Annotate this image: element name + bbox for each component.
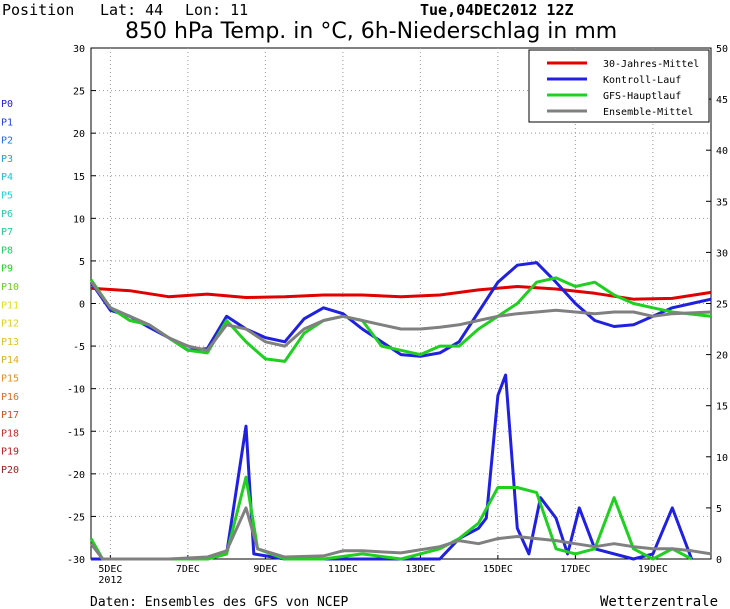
- lat-label: Lat: 44: [100, 1, 163, 19]
- x-axis-tick-label: 9DEC: [253, 564, 277, 575]
- member-label: P7: [1, 227, 13, 238]
- right-axis-tick-label: 15: [716, 402, 728, 413]
- member-label: P20: [1, 465, 19, 476]
- left-axis-tick-label: -30: [67, 555, 85, 566]
- position-label: Position: [2, 1, 74, 19]
- left-axis-tick-label: 10: [73, 214, 85, 225]
- right-axis-tick-label: 35: [716, 197, 728, 208]
- right-axis-tick-label: 30: [716, 248, 728, 259]
- series-line-30-jahres-mittel: [90, 285, 712, 301]
- chart-title: 850 hPa Temp. in °C, 6h-Niederschlag in …: [125, 19, 617, 44]
- member-label: P13: [1, 337, 19, 348]
- x-axis-tick-label: 11DEC: [328, 564, 358, 575]
- series-lines: [89, 261, 712, 561]
- member-label: P11: [1, 300, 19, 311]
- left-axis-tick-label: 30: [73, 44, 85, 55]
- x-axis-tick-label: 13DEC: [405, 564, 435, 575]
- data-source: Daten: Ensembles des GFS von NCEP: [90, 595, 348, 609]
- member-label: P12: [1, 319, 19, 330]
- right-axis-tick-label: 0: [716, 555, 722, 566]
- left-axis-tick-label: 20: [73, 129, 85, 140]
- left-axis-tick-label: 5: [79, 257, 85, 268]
- brand-label: Wetterzentrale: [600, 594, 718, 609]
- right-axis-tick-label: 20: [716, 351, 728, 362]
- date-label: Tue,04DEC2012 12Z: [420, 1, 574, 19]
- legend-label: GFS-Hauptlauf: [603, 91, 681, 102]
- x-axis-tick-label: 19DEC: [638, 564, 668, 575]
- left-axis-tick-label: 25: [73, 87, 85, 98]
- series-line-kontroll-lauf-niederschlag: [91, 373, 694, 561]
- legend-label: 30-Jahres-Mittel: [603, 59, 699, 70]
- member-label: P6: [1, 209, 13, 220]
- member-label: P0: [1, 99, 13, 110]
- x-axis-tick-label: 7DEC: [176, 564, 200, 575]
- x-axis-tick-label: 17DEC: [560, 564, 590, 575]
- series-line-ensemble-mittel: [89, 280, 712, 352]
- left-axis-tick-label: 15: [73, 172, 85, 183]
- right-axis-tick-label: 40: [716, 146, 728, 157]
- right-axis-tick-label: 10: [716, 453, 728, 464]
- left-axis-tick-label: -20: [67, 470, 85, 481]
- member-label: P9: [1, 264, 13, 275]
- member-label: P4: [1, 172, 13, 183]
- left-axis-temperature: -30 -25 -20 -15 -10 -5 0 5 10 15 20 25 30: [67, 44, 96, 566]
- member-label: P19: [1, 447, 19, 458]
- member-label: P15: [1, 374, 19, 385]
- right-axis-tick-label: 50: [716, 44, 728, 55]
- legend-label: Kontroll-Lauf: [603, 75, 681, 86]
- left-axis-tick-label: -5: [73, 342, 85, 353]
- member-label: P14: [1, 355, 19, 366]
- x-axis-tick-label: 5DEC: [98, 564, 122, 575]
- member-label: P18: [1, 428, 19, 439]
- member-label: P5: [1, 191, 13, 202]
- x-axis-tick-label: 15DEC: [483, 564, 513, 575]
- member-label: P17: [1, 410, 19, 421]
- right-axis-tick-label: 5: [716, 504, 722, 515]
- x-axis-year-label: 2012: [98, 575, 122, 586]
- right-axis-tick-label: 25: [716, 300, 728, 311]
- left-axis-tick-label: -10: [67, 385, 85, 396]
- series-line-ensemble-mittel-niederschlag: [89, 506, 712, 561]
- member-label: P3: [1, 154, 13, 165]
- member-label: P1: [1, 117, 13, 128]
- member-label: P8: [1, 245, 13, 256]
- left-axis-tick-label: -15: [67, 427, 85, 438]
- member-label: P2: [1, 136, 13, 147]
- ensemble-member-list: P0 P1 P2 P3 P4 P5 P6 P7 P8 P9 P10 P11 P12 P13 P14 P15 P1…: [1, 99, 19, 476]
- series-line-gfs-hauptlauf: [89, 276, 712, 363]
- member-label: P16: [1, 392, 19, 403]
- legend: 30-Jahres-Mittel Kontroll-Lauf GFS-Hauptla…: [528, 49, 710, 123]
- right-axis-tick-label: 45: [716, 95, 728, 106]
- left-axis-tick-label: 0: [79, 300, 85, 311]
- lon-label: Lon: 11: [185, 1, 248, 19]
- legend-label: Ensemble-Mittel: [603, 107, 693, 118]
- member-label: P10: [1, 282, 19, 293]
- left-axis-tick-label: -25: [67, 512, 85, 523]
